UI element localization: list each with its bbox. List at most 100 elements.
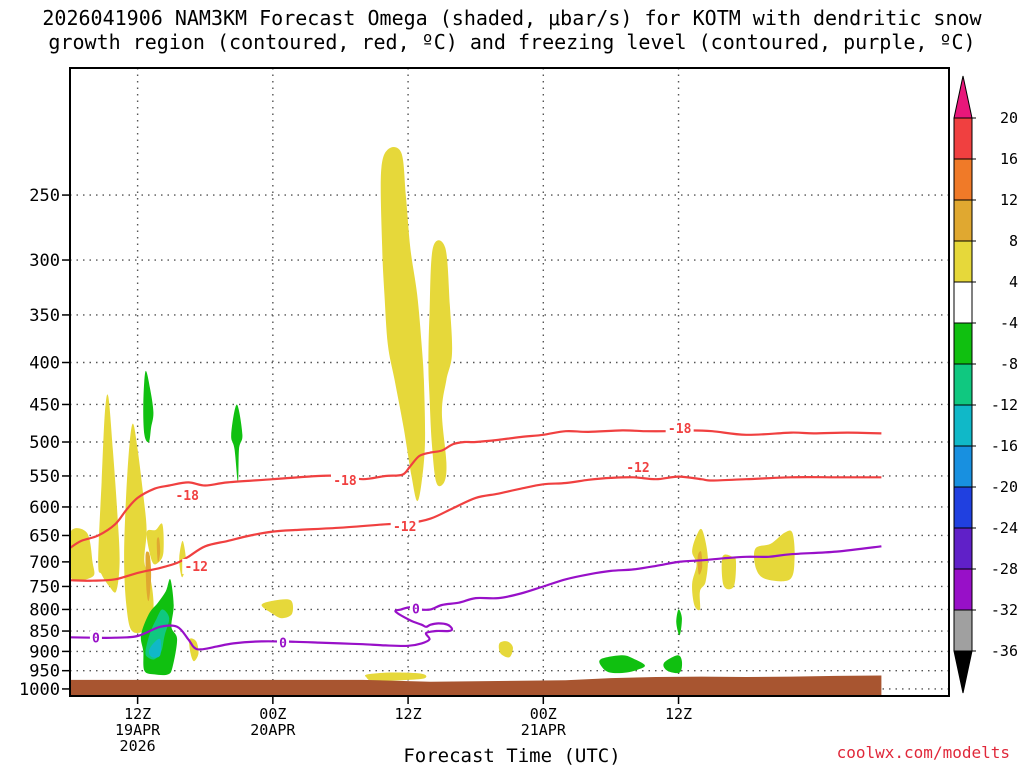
colorbar-swatch xyxy=(953,117,973,160)
colorbar-label: -8 xyxy=(1000,355,1018,373)
colorbar-label: -32 xyxy=(991,601,1018,619)
contour-line xyxy=(70,545,882,651)
colorbar-label: 16 xyxy=(1000,150,1018,168)
colorbar-swatch xyxy=(953,609,973,652)
chart-title: 2026041906 NAM3KM Forecast Omega (shaded… xyxy=(0,6,1024,54)
colorbar-label: 4 xyxy=(1009,273,1018,291)
omega-region xyxy=(380,146,426,502)
colorbar-swatch xyxy=(953,363,973,406)
colorbar-label: -28 xyxy=(991,560,1018,578)
colorbar-min-arrow xyxy=(953,650,973,694)
contour-label-bg xyxy=(623,460,652,476)
contour-label: -12 xyxy=(626,461,649,476)
contour-line xyxy=(70,475,882,582)
contour-label: -12 xyxy=(184,560,207,575)
y-tick-label: 900 xyxy=(29,642,60,662)
colorbar-swatch xyxy=(953,240,973,283)
contour-label-bg xyxy=(89,630,102,646)
colorbar-label: -16 xyxy=(991,437,1018,455)
colorbar-label: -36 xyxy=(991,642,1018,660)
x-tick-label: 19APR xyxy=(115,721,161,739)
y-tick-label: 950 xyxy=(29,662,60,682)
y-tick-label: 700 xyxy=(29,553,60,573)
contour-label: 0 xyxy=(279,636,287,651)
colorbar-swatch xyxy=(953,404,973,447)
y-tick-label: 550 xyxy=(29,467,60,487)
plot-frame xyxy=(69,67,950,697)
omega-region xyxy=(143,370,154,443)
omega-region xyxy=(676,609,682,636)
colorbar-swatch xyxy=(953,568,973,611)
plot-background xyxy=(70,68,949,696)
contour-label-bg xyxy=(390,519,419,535)
temperature-contours: -18 -18 -18 -12 -12 -12 0 0 0 xyxy=(70,420,882,651)
colorbar-label: 12 xyxy=(1000,191,1018,209)
x-tick-label: 12Z xyxy=(665,705,692,723)
grid-lines xyxy=(70,68,949,696)
omega-region xyxy=(697,551,703,575)
title-line-2: growth region (contoured, red, ºC) and f… xyxy=(48,30,976,54)
contour-label: 0 xyxy=(92,632,100,647)
colorbar-swatch xyxy=(953,527,973,570)
contour-label-bg xyxy=(276,635,289,651)
contour-label: 0 xyxy=(412,602,420,617)
omega-region xyxy=(721,554,737,590)
x-tick-label: 12Z xyxy=(395,705,422,723)
x-tick-label: 2026 xyxy=(120,737,156,755)
omega-region xyxy=(148,638,162,658)
colorbar-label: 8 xyxy=(1009,232,1018,250)
contour-label-bg xyxy=(330,473,359,489)
omega-region xyxy=(98,394,120,593)
contour-label: -12 xyxy=(393,520,416,535)
x-tick-label: 20APR xyxy=(250,721,296,739)
x-tick-label: 00Z xyxy=(530,705,557,723)
omega-region xyxy=(498,641,513,658)
omega-region xyxy=(145,551,152,602)
omega-region xyxy=(231,404,243,483)
y-tick-label: 1000 xyxy=(19,680,60,700)
terrain-fill xyxy=(70,675,882,696)
y-tick-label: 350 xyxy=(29,306,60,326)
y-tick-label: 450 xyxy=(29,395,60,415)
colorbar-max-arrow xyxy=(953,75,973,119)
credit-link[interactable]: coolwx.com/modelts xyxy=(836,743,1010,762)
colorbar-label: 20 xyxy=(1000,109,1018,127)
omega-region xyxy=(364,672,427,682)
x-tick-label: 00Z xyxy=(259,705,286,723)
colorbar-label: -24 xyxy=(991,519,1018,537)
colorbar-swatch xyxy=(953,158,973,201)
omega-region xyxy=(261,599,294,619)
colorbar-swatch xyxy=(953,281,973,324)
contour-label-bg xyxy=(409,601,422,617)
y-tick-label: 500 xyxy=(29,433,60,453)
y-tick-label: 400 xyxy=(29,354,60,374)
colorbar-swatch xyxy=(953,445,973,488)
omega-region xyxy=(599,655,645,674)
contour-label: -18 xyxy=(175,489,199,504)
contour-label-bg xyxy=(665,420,694,436)
contour-label: -18 xyxy=(668,422,692,437)
colorbar-label: -20 xyxy=(991,478,1018,496)
colorbar-swatch xyxy=(953,322,973,365)
y-tick-label: 850 xyxy=(29,622,60,642)
omega-region xyxy=(428,240,453,487)
omega-shading xyxy=(70,146,795,682)
y-axis: 2503003504004505005506006507007508008509… xyxy=(19,186,70,700)
y-tick-label: 650 xyxy=(29,526,60,546)
omega-region xyxy=(663,655,683,674)
terrain xyxy=(70,675,882,696)
colorbar-swatch xyxy=(953,199,973,242)
contour-label-bg xyxy=(182,558,211,574)
y-tick-label: 250 xyxy=(29,186,60,206)
title-line-1: 2026041906 NAM3KM Forecast Omega (shaded… xyxy=(42,6,982,30)
y-tick-label: 750 xyxy=(29,577,60,597)
omega-region xyxy=(156,537,161,563)
colorbar-swatch xyxy=(953,486,973,529)
contour-label: -18 xyxy=(333,474,357,489)
colorbar: 20 16 12 8 4 -4 -8 -12 -16 -20 -24 -28 -32 -36 xyxy=(953,75,1018,694)
x-tick-label: 21APR xyxy=(521,721,567,739)
x-axis-title: Forecast Time (UTC) xyxy=(403,745,621,767)
omega-region xyxy=(70,528,95,581)
